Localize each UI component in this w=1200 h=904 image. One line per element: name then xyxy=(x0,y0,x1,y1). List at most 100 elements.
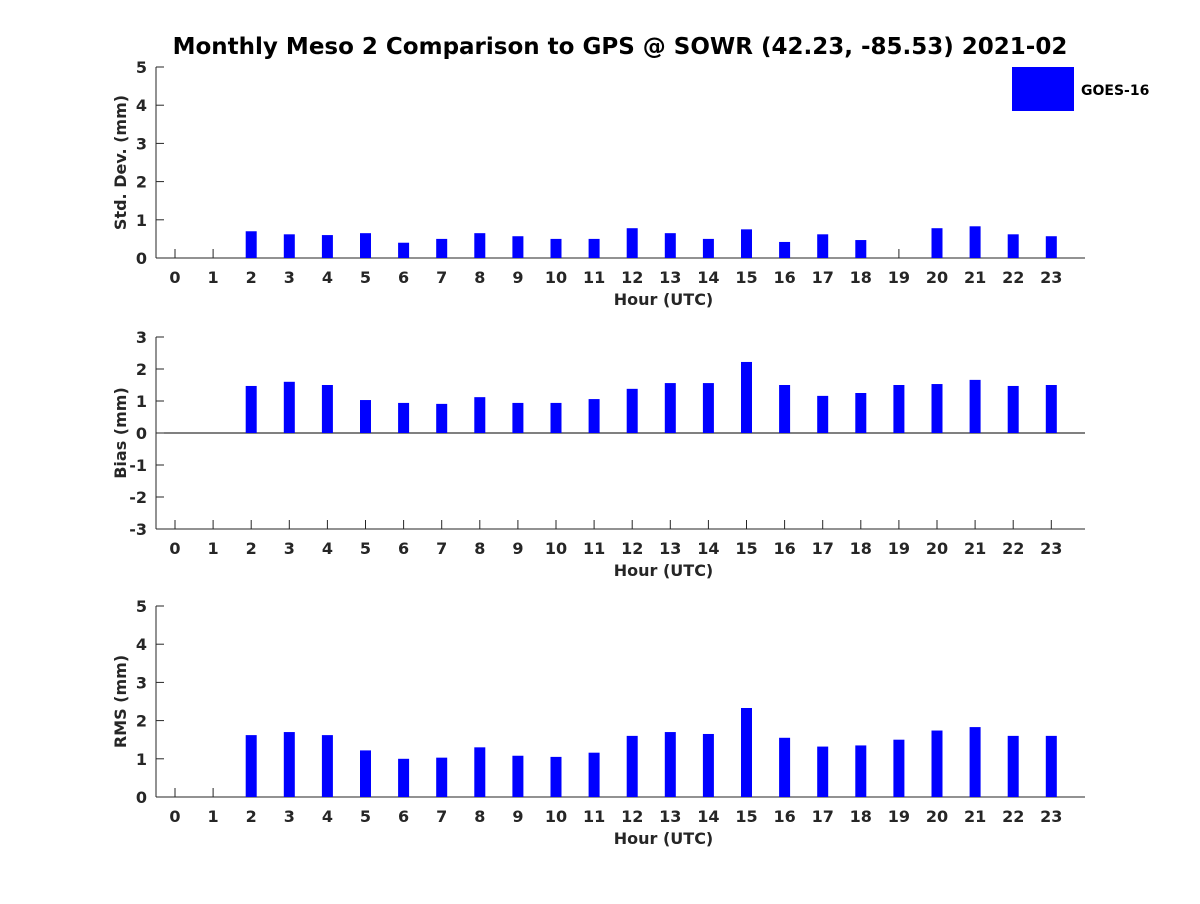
x-axis-label: Hour (UTC) xyxy=(614,561,714,580)
bar[interactable] xyxy=(626,228,638,258)
bar[interactable] xyxy=(931,384,943,433)
bar[interactable] xyxy=(893,385,905,433)
bar[interactable] xyxy=(512,236,524,258)
bar[interactable] xyxy=(436,238,448,258)
x-tick-label: 4 xyxy=(322,539,333,558)
x-axis-label: Hour (UTC) xyxy=(614,829,714,848)
bar[interactable] xyxy=(1045,385,1057,433)
x-tick-label: 20 xyxy=(926,539,948,558)
x-tick-label: 5 xyxy=(360,539,371,558)
x-tick-label: 10 xyxy=(545,268,567,287)
bar[interactable] xyxy=(474,233,486,258)
bar[interactable] xyxy=(1045,735,1057,797)
bar[interactable] xyxy=(360,400,371,433)
bar[interactable] xyxy=(245,735,257,797)
x-axis-label: Hour (UTC) xyxy=(614,290,714,309)
bar[interactable] xyxy=(360,233,371,258)
bar[interactable] xyxy=(626,388,638,433)
y-tick-label: 3 xyxy=(136,328,147,347)
y-tick-label: 0 xyxy=(136,424,147,443)
bar[interactable] xyxy=(283,234,295,258)
x-tick-label: 23 xyxy=(1040,268,1062,287)
y-tick-label: -2 xyxy=(129,488,147,507)
bar[interactable] xyxy=(664,233,676,258)
bar[interactable] xyxy=(283,381,295,433)
bar[interactable] xyxy=(321,235,333,258)
bar[interactable] xyxy=(1007,385,1019,433)
x-tick-label: 22 xyxy=(1002,268,1024,287)
bar[interactable] xyxy=(779,385,791,433)
legend[interactable]: GOES-16 xyxy=(1012,67,1149,111)
bar[interactable] xyxy=(588,752,600,797)
x-tick-label: 16 xyxy=(773,539,795,558)
bar[interactable] xyxy=(855,393,867,433)
bar[interactable] xyxy=(817,746,829,797)
bar[interactable] xyxy=(398,242,410,258)
bar[interactable] xyxy=(360,750,371,797)
bar[interactable] xyxy=(1007,735,1019,797)
bar[interactable] xyxy=(398,758,410,797)
bar[interactable] xyxy=(817,395,829,433)
bar[interactable] xyxy=(1045,236,1057,258)
x-tick-label: 7 xyxy=(436,539,447,558)
x-tick-label: 0 xyxy=(169,268,180,287)
bar[interactable] xyxy=(893,739,905,797)
bar[interactable] xyxy=(398,402,410,433)
bar[interactable] xyxy=(855,745,867,797)
bar[interactable] xyxy=(931,228,943,258)
bar[interactable] xyxy=(283,732,295,797)
bar[interactable] xyxy=(779,737,791,797)
x-tick-label: 16 xyxy=(773,268,795,287)
bar[interactable] xyxy=(550,756,562,797)
bar[interactable] xyxy=(474,747,486,797)
bar[interactable] xyxy=(321,385,333,433)
bar[interactable] xyxy=(245,385,257,433)
bar[interactable] xyxy=(1007,234,1019,258)
x-tick-label: 1 xyxy=(208,539,219,558)
bar[interactable] xyxy=(436,757,448,797)
bar[interactable] xyxy=(931,730,943,797)
x-tick-label: 11 xyxy=(583,539,605,558)
x-tick-label: 18 xyxy=(850,268,872,287)
x-tick-label: 15 xyxy=(735,807,757,826)
bar[interactable] xyxy=(626,735,638,797)
x-tick-label: 3 xyxy=(284,539,295,558)
bar[interactable] xyxy=(741,361,752,433)
bar[interactable] xyxy=(588,238,600,258)
bar[interactable] xyxy=(702,238,714,258)
bar[interactable] xyxy=(664,383,676,433)
x-tick-label: 15 xyxy=(735,539,757,558)
bar[interactable] xyxy=(855,240,867,258)
bar[interactable] xyxy=(436,403,448,433)
x-tick-label: 6 xyxy=(398,268,409,287)
bar[interactable] xyxy=(702,733,714,797)
bar[interactable] xyxy=(741,229,752,258)
x-tick-label: 1 xyxy=(208,807,219,826)
x-tick-label: 16 xyxy=(773,807,795,826)
bar[interactable] xyxy=(588,399,600,433)
bar[interactable] xyxy=(779,241,791,258)
bar[interactable] xyxy=(741,707,752,797)
bar[interactable] xyxy=(474,397,486,433)
bar[interactable] xyxy=(969,727,981,797)
bar[interactable] xyxy=(512,755,524,797)
bar[interactable] xyxy=(245,231,257,258)
x-tick-label: 0 xyxy=(169,539,180,558)
bar[interactable] xyxy=(702,383,714,433)
x-tick-label: 13 xyxy=(659,539,681,558)
x-tick-label: 4 xyxy=(322,268,333,287)
y-tick-label: 3 xyxy=(136,673,147,692)
bar[interactable] xyxy=(550,402,562,433)
bar[interactable] xyxy=(817,234,829,258)
bar[interactable] xyxy=(321,735,333,797)
bar[interactable] xyxy=(969,226,981,258)
bar[interactable] xyxy=(512,402,524,433)
x-tick-label: 3 xyxy=(284,268,295,287)
x-tick-label: 6 xyxy=(398,539,409,558)
bar[interactable] xyxy=(664,732,676,797)
bar[interactable] xyxy=(969,379,981,433)
bar[interactable] xyxy=(550,238,562,258)
